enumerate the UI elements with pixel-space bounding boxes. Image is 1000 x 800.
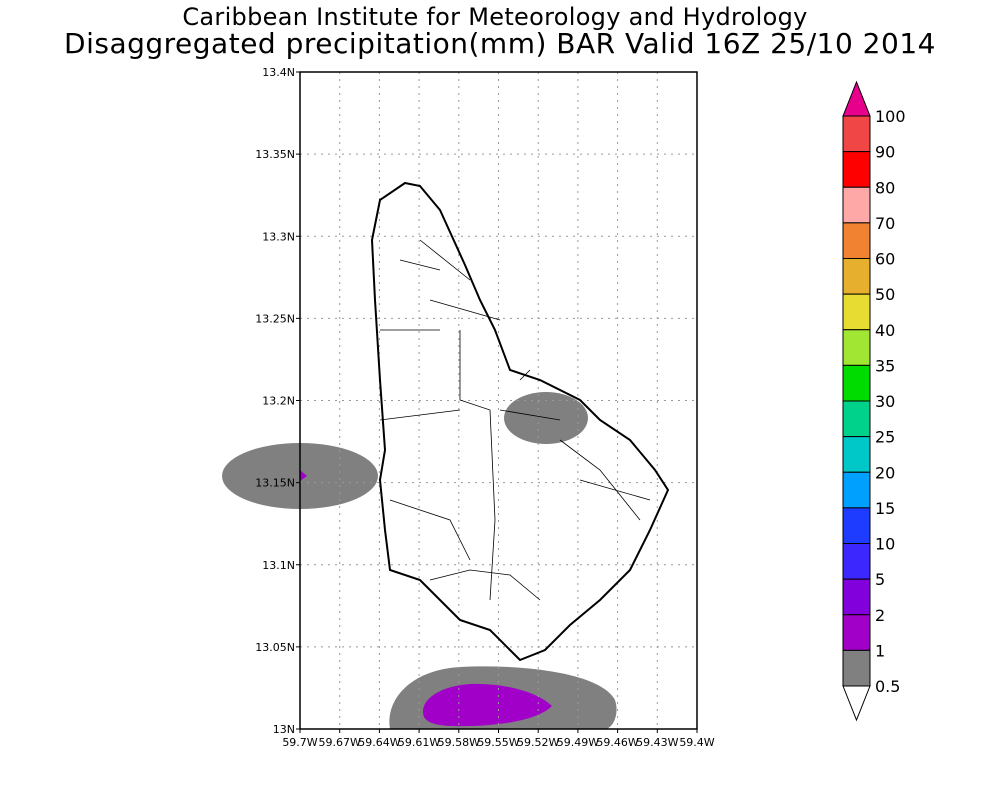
colorbar-label: 35: [875, 356, 895, 375]
colorbar-swatch: [842, 151, 871, 188]
colorbar-swatch: [842, 258, 871, 295]
precip-area-south-purple: [423, 683, 552, 727]
lat-label: 13.1N: [262, 559, 295, 572]
colorbar-label: 10: [875, 535, 895, 554]
colorbar-label: 0.5: [875, 677, 900, 696]
lon-label: 59.43W: [636, 736, 678, 749]
colorbar-swatch: [842, 578, 871, 616]
lat-axis-labels: 13.4N 13.35N 13.3N 13.25N 13.2N 13.15N 13.1N 13…: [255, 66, 300, 736]
lat-label: 13.05N: [255, 641, 295, 654]
lat-label: 13.2N: [262, 395, 295, 408]
colorbar-swatch: [842, 543, 871, 580]
colorbar-label: 25: [875, 428, 895, 447]
colorbar-label: 70: [875, 214, 895, 233]
colorbar-swatch: [842, 614, 871, 651]
colorbar-under-triangle: [842, 685, 871, 722]
lon-label: 59.58W: [438, 736, 480, 749]
colorbar-swatch: [842, 400, 871, 438]
colorbar-label: 40: [875, 321, 895, 340]
colorbar-swatch: [842, 115, 871, 153]
colorbar-label: 80: [875, 178, 895, 197]
colorbar-swatch: [842, 222, 871, 259]
barbados-outline: [370, 181, 670, 662]
precip-area-west-purple: [300, 470, 307, 481]
lon-label: 59.49W: [557, 736, 599, 749]
lat-label: 13.35N: [255, 148, 295, 161]
lon-label: 59.7W: [282, 736, 317, 749]
colorbar-label: 15: [875, 499, 895, 518]
lon-label: 59.67W: [319, 736, 361, 749]
colorbar-label: 50: [875, 285, 895, 304]
colorbar-swatch: [842, 471, 871, 509]
lon-label: 59.61W: [398, 736, 440, 749]
colorbar-swatch: [842, 364, 871, 402]
title-institute: Caribbean Institute for Meteorology and …: [182, 3, 808, 31]
colorbar-label: 2: [875, 606, 885, 625]
lon-label: 59.4W: [679, 736, 714, 749]
colorbar-swatch: [842, 329, 871, 366]
colorbar-swatch: [842, 186, 871, 224]
colorbar-swatch: [842, 507, 871, 544]
lon-axis-labels: 59.7W 59.67W59.64W59.61W59.58W59.55W59.52…: [282, 729, 715, 749]
colorbar-label: 5: [875, 570, 885, 589]
title-product: Disaggregated precipitation(mm) BAR Vali…: [64, 27, 936, 60]
colorbar-label: 30: [875, 392, 895, 411]
colorbar-over-triangle: [842, 80, 871, 117]
colorbar: 100 90 80 70 60 50 40 35 30 25 20 15 10 5 2 1 0.5: [842, 80, 906, 722]
lat-label: 13N: [273, 723, 295, 736]
lat-label: 13.4N: [262, 66, 295, 79]
lon-label: 59.64W: [358, 736, 400, 749]
lon-label: 59.55W: [477, 736, 519, 749]
lon-label: 59.46W: [596, 736, 638, 749]
colorbar-swatch: [842, 293, 871, 331]
lat-label: 13.3N: [262, 230, 295, 243]
colorbar-swatch: [842, 649, 871, 687]
colorbar-label: 1: [875, 641, 885, 660]
colorbar-label: 60: [875, 250, 895, 269]
lat-label: 13.15N: [255, 477, 295, 490]
colorbar-label: 90: [875, 143, 895, 162]
colorbar-label: 100: [875, 107, 906, 126]
colorbar-swatch: [842, 436, 871, 473]
lon-label: 59.52W: [517, 736, 559, 749]
colorbar-label: 20: [875, 463, 895, 482]
lat-label: 13.25N: [255, 312, 295, 325]
gridlines: [300, 72, 697, 729]
